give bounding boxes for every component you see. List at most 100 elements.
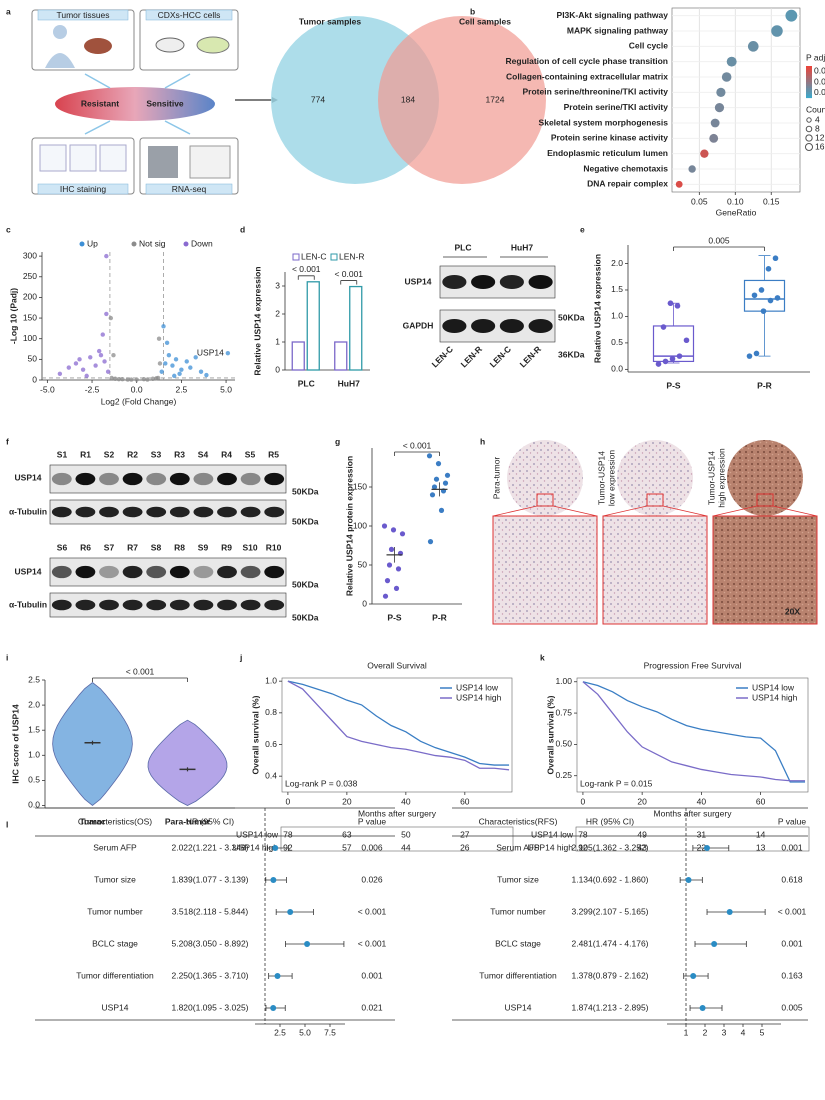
dot [721, 72, 732, 82]
dot [700, 149, 709, 158]
x-tick-label: 0.05 [691, 196, 708, 206]
size-key [805, 134, 813, 142]
panel-label: b [470, 6, 475, 16]
p-value: 0.618 [781, 874, 803, 884]
blot-band [193, 599, 214, 611]
y-tick-label: 2 [275, 308, 280, 318]
ihc-zoom-line [662, 505, 708, 517]
blot-lane: R2 [127, 449, 138, 459]
risk-count: 78 [578, 829, 588, 839]
point [173, 357, 179, 362]
ihc-core [507, 440, 583, 516]
point [164, 340, 170, 346]
size-key [805, 125, 813, 133]
survival-curve [287, 680, 510, 766]
diagram-arrow [164, 120, 191, 135]
point [660, 324, 667, 330]
icon-dish [196, 36, 230, 54]
point [84, 373, 89, 379]
blot-band [146, 565, 167, 579]
row-label: Serum AFP [496, 842, 540, 852]
colorbar [806, 94, 812, 97]
ihc-zoom-line [492, 505, 538, 517]
blot-band [51, 599, 72, 611]
annotation: < 0.001 [334, 269, 363, 279]
ihc-core [727, 440, 803, 516]
y-tick-label: 300 [23, 250, 37, 260]
y-tick-label: 3 [275, 280, 280, 290]
risk-count: 14 [756, 829, 766, 839]
blot-band [146, 506, 167, 518]
blot-band [264, 565, 285, 579]
diagram-arrow [84, 73, 111, 89]
dot [785, 9, 798, 22]
y-tick-label: 150 [23, 312, 37, 322]
column-header: HR (95% CI) [186, 816, 234, 826]
colorbar [806, 92, 812, 95]
annotation: < 0.001 [292, 264, 321, 274]
x-axis-label: Log2 (Fold Change) [101, 396, 177, 406]
category-label: MAPK signaling pathway [567, 25, 668, 35]
panel-label: j [239, 652, 242, 662]
diagram-box-label: Tumor tissues [56, 10, 109, 20]
point [395, 566, 402, 572]
x-tick-label: -5.0 [40, 384, 55, 394]
point [73, 361, 79, 366]
blot-band [122, 506, 143, 518]
ihc-zoom-line [772, 505, 818, 517]
x-tick-label: 2 [703, 1027, 708, 1037]
category-label: PI3K-Akt signaling pathway [557, 10, 669, 20]
ihc-zoom-box [646, 493, 664, 507]
ihc-core [617, 440, 693, 516]
colorbar [806, 66, 812, 69]
hr-point [274, 973, 281, 979]
blot-row-label: USP14 [405, 276, 432, 286]
y-tick-label: 0.75 [555, 707, 572, 717]
colorbar [806, 86, 812, 89]
point [662, 358, 669, 365]
point [381, 523, 388, 529]
icon-plot [69, 144, 97, 172]
panel-label: h [480, 436, 485, 446]
ihc-label: Para-tumor [491, 457, 501, 500]
size-key-label: 16 [815, 141, 825, 151]
point [177, 371, 182, 377]
panel-label: d [240, 224, 245, 234]
point [655, 361, 662, 367]
p-value: < 0.001 [778, 906, 807, 916]
y-tick-label: 0.5 [28, 775, 40, 785]
blot-group: HuH7 [511, 242, 533, 252]
y-tick-label: 1.00 [555, 676, 572, 686]
colorbar-label: 0.02 [814, 87, 825, 97]
annotation: Log-rank P = 0.015 [580, 778, 653, 788]
colorbar [806, 76, 812, 79]
p-value: 0.001 [781, 842, 803, 852]
point [746, 353, 753, 359]
blot-lane: S5 [245, 449, 256, 459]
y-tick-label: 0.25 [555, 770, 572, 780]
point [683, 337, 690, 344]
panel-label: c [6, 224, 11, 234]
point [674, 303, 681, 309]
point [435, 461, 442, 467]
point [159, 369, 164, 374]
icon-seq [148, 146, 178, 178]
blot-band [264, 472, 285, 486]
blot-band [240, 565, 261, 579]
point [386, 562, 393, 568]
blot-lane: R10 [266, 542, 282, 552]
colorbar [806, 90, 812, 93]
blot-band [193, 472, 214, 486]
column-header: Characteristics(OS) [78, 816, 152, 826]
legend-label: USP14 high [752, 692, 798, 702]
risk-label: USP14 low [236, 829, 279, 839]
colorbar-label: 0.06 [814, 66, 825, 76]
blot-row-label: GAPDH [403, 320, 434, 330]
hr-point [703, 845, 710, 851]
point [156, 336, 162, 341]
y-tick-label: 2.0 [611, 258, 623, 268]
row-label: BCLC stage [495, 938, 541, 948]
icon-plot [39, 144, 67, 172]
size-key-label: 8 [815, 123, 820, 133]
diagram-box-label: RNA-seq [172, 184, 207, 194]
